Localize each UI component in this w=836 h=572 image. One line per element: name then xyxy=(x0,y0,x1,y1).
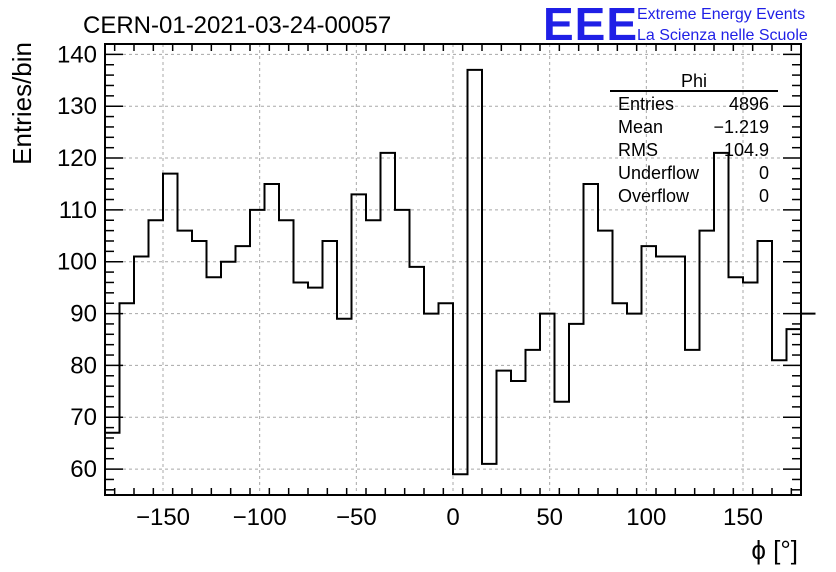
histogram-bin xyxy=(511,381,526,495)
x-tick-label: 100 xyxy=(626,504,666,531)
histogram-bin xyxy=(700,231,715,495)
histogram-bin xyxy=(207,277,222,495)
histogram-bin xyxy=(192,241,207,495)
histogram-bin xyxy=(656,257,671,495)
y-tick-label: 120 xyxy=(57,145,97,172)
y-tick-label: 100 xyxy=(57,249,97,276)
stats-label-rms: RMS xyxy=(618,140,658,160)
histogram-bin xyxy=(308,288,323,495)
x-tick-label: −100 xyxy=(233,504,287,531)
histogram-bin xyxy=(453,474,468,495)
x-tick-label: −50 xyxy=(336,504,377,531)
stats-value-overflow: 0 xyxy=(759,186,769,206)
histogram-bin xyxy=(627,314,642,495)
stats-title: Phi xyxy=(681,71,707,91)
x-tick-labels: −150 −100 −50 0 50 100 150 xyxy=(136,504,763,531)
histogram-bin xyxy=(366,220,381,495)
histogram-bin xyxy=(250,210,265,495)
y-tick-label: 140 xyxy=(57,41,97,68)
y-tick-label: 110 xyxy=(59,197,97,224)
histogram-bins xyxy=(105,70,816,495)
histogram-bin xyxy=(743,282,758,495)
histogram-bin xyxy=(236,246,251,495)
histogram-bin xyxy=(337,319,352,495)
y-axis-title: Entries/bin xyxy=(7,42,37,165)
y-tick-label: 130 xyxy=(57,93,97,120)
histogram-bin xyxy=(497,371,512,495)
histogram-bin xyxy=(178,231,193,495)
histogram-bin xyxy=(526,350,541,495)
histogram-bin xyxy=(772,360,787,495)
eee-logo-mark: EEE xyxy=(543,0,638,50)
histogram-bin xyxy=(714,153,729,495)
eee-logo: EEE Extreme Energy Events La Scienza nel… xyxy=(543,0,808,50)
histogram-bin xyxy=(671,257,686,495)
eee-logo-line1: Extreme Energy Events xyxy=(637,6,805,23)
axis-ticks xyxy=(105,43,801,495)
histogram-bin xyxy=(294,282,309,495)
histogram-bin xyxy=(685,350,700,495)
histogram-bin xyxy=(120,303,135,495)
histogram-bin xyxy=(642,246,657,495)
histogram-bin xyxy=(729,277,744,495)
histogram-bin xyxy=(584,184,599,495)
stats-label-overflow: Overflow xyxy=(618,186,690,206)
run-title: CERN-01-2021-03-24-00057 xyxy=(83,12,391,39)
y-tick-labels: 60 70 80 90 100 110 120 130 140 xyxy=(57,41,97,483)
histogram-bin xyxy=(787,329,802,495)
histogram-bin xyxy=(323,241,338,495)
stats-value-entries: 4896 xyxy=(729,94,769,114)
stats-box: Phi Entries 4896 Mean −1.219 RMS 104.9 U… xyxy=(610,71,778,206)
y-tick-label: 80 xyxy=(70,352,97,379)
plot-frame xyxy=(104,43,802,496)
x-tick-label: 50 xyxy=(536,504,563,531)
histogram-bin xyxy=(555,402,570,495)
y-tick-label: 60 xyxy=(70,456,97,483)
y-tick-label: 70 xyxy=(70,404,97,431)
histogram-outline xyxy=(105,68,816,476)
histogram-bin xyxy=(758,241,773,495)
eee-logo-line2: La Scienza nelle Scuole xyxy=(637,27,808,44)
histogram-bin xyxy=(424,314,439,495)
stats-label-underflow: Underflow xyxy=(618,163,700,183)
x-axis-title: ϕ [°] xyxy=(751,535,798,565)
x-tick-label: 150 xyxy=(723,504,763,531)
histogram-bin xyxy=(265,184,280,495)
histogram-bin xyxy=(105,433,120,495)
stats-value-underflow: 0 xyxy=(759,163,769,183)
histogram-bin xyxy=(352,194,367,495)
x-tick-label: −150 xyxy=(136,504,190,531)
histogram-bin xyxy=(410,267,425,495)
histogram-bin xyxy=(482,464,497,495)
histogram-bin xyxy=(163,174,178,495)
histogram-bin xyxy=(598,231,613,495)
histogram-bin xyxy=(221,262,236,495)
stats-label-entries: Entries xyxy=(618,94,674,114)
histogram-bin xyxy=(134,257,149,495)
x-tick-label: 0 xyxy=(446,504,459,531)
stats-value-rms: 104.9 xyxy=(724,140,769,160)
histogram-bin xyxy=(439,303,454,495)
stats-value-mean: −1.219 xyxy=(713,117,769,137)
histogram-bin xyxy=(801,314,816,495)
histogram-bin xyxy=(395,210,410,495)
histogram-bin xyxy=(468,70,483,495)
stats-label-mean: Mean xyxy=(618,117,663,137)
y-tick-label: 90 xyxy=(70,301,97,328)
histogram-bin xyxy=(540,314,555,495)
histogram-bin xyxy=(381,153,396,495)
histogram-bin xyxy=(613,303,628,495)
